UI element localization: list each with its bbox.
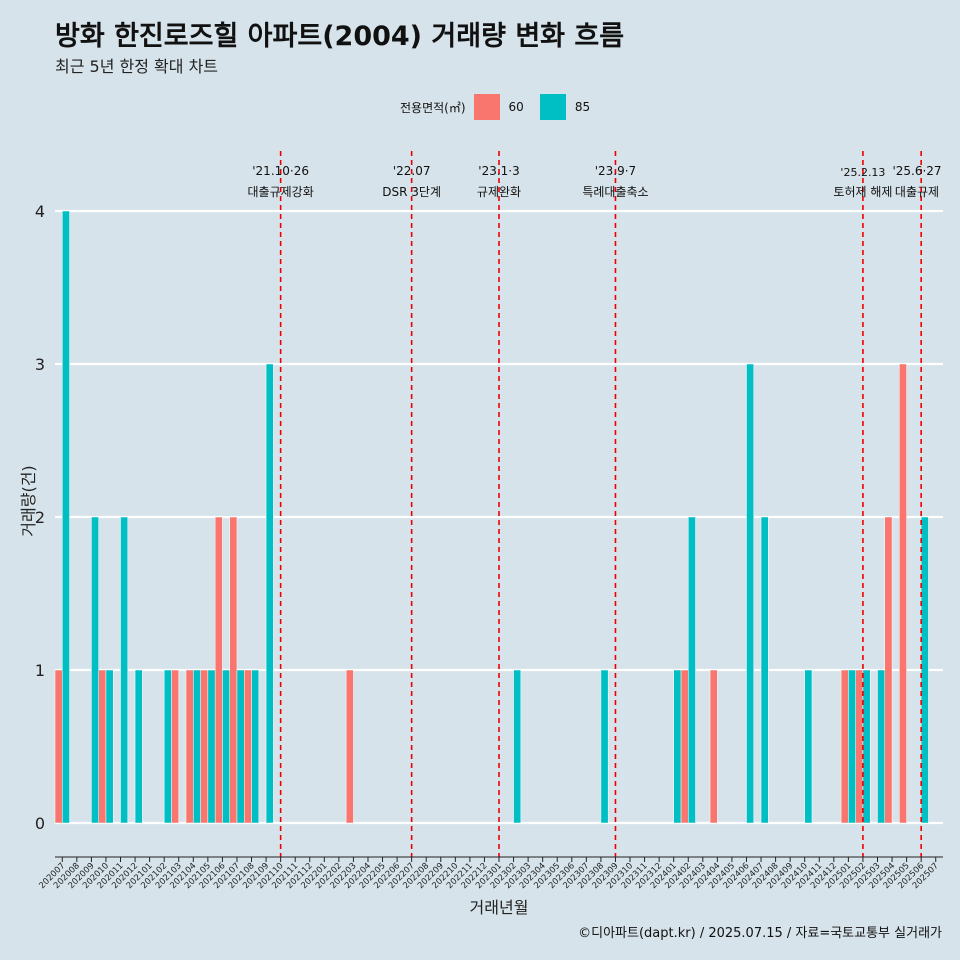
y-tick-label: 2 [35,508,45,527]
bar-85-202105 [207,669,216,824]
bar-60-202505 [899,363,907,824]
chart-subtitle: 최근 5년 한정 확대 차트 [55,57,219,76]
y-tick-label: 0 [35,814,45,833]
bar-85-202102 [163,669,172,824]
event-label: 대출규제강화 [248,185,314,199]
bar-85-202506 [920,516,929,824]
bar-60-202203 [345,669,354,824]
legend: 전용면적(㎡) 60 85 [400,94,606,120]
bar-60-202404 [709,669,718,824]
legend-title: 전용면적(㎡) [400,100,466,115]
event-date-label: '25.6·27 [892,164,941,178]
legend-label-85: 85 [574,100,591,114]
event-label: DSR 3단계 [382,185,441,199]
event-date-label: '22.07 [393,164,431,178]
event-date-label: '23.9·7 [595,164,636,178]
bar-85-202007 [62,210,70,824]
bar-60-202103 [171,669,179,824]
event-label: 규제완화 [477,185,521,199]
bar-85-202011 [120,516,129,824]
event-label: 토허제 해제 [833,185,892,199]
bar-60-202501 [840,669,849,824]
event-date-label: '25.2.13 [840,166,885,179]
bar-85-202501 [848,669,856,824]
y-tick-label: 3 [35,355,45,374]
event-date-label: '21.10·26 [252,164,309,178]
bar-60-202105 [200,669,209,824]
bar-60-202007 [54,669,63,824]
bar-85-202406 [746,363,755,824]
bar-85-202107 [236,669,245,824]
bar-60-202106 [214,516,223,824]
bar-60-202504 [884,516,893,824]
bar-85-202502 [862,669,871,824]
x-axis-title: 거래년월 [470,898,529,917]
bar-85-202302 [513,669,522,824]
event-date-label: '23.1·3 [478,164,519,178]
bar-85-202410 [804,669,813,824]
y-axis-title: 거래량(건) [19,465,38,536]
bar-85-202109 [265,363,274,824]
bar-85-202308 [600,669,609,824]
bar-85-202503 [877,669,886,824]
bar-60-202402 [680,669,689,824]
bar-85-202009 [91,516,99,824]
chart-title: 방화 한진로즈힐 아파트(2004) 거래량 변화 흐름 [55,21,625,52]
legend-label-60: 60 [508,100,524,114]
bar-60-202010 [98,669,107,824]
y-tick-label: 1 [35,661,45,680]
bar-85-202104 [193,669,201,824]
bar-85-202108 [251,669,260,824]
bar-85-202402 [687,516,696,824]
bar-60-202502 [855,669,864,824]
caption: ©디아파트(dapt.kr) / 2025.07.15 / 자료=국토교통부 실… [578,926,942,941]
bar-85-202012 [134,669,143,824]
bar-60-202108 [243,669,252,824]
bar-85-202407 [760,516,769,824]
legend-swatch-85 [539,94,566,120]
event-label: 대출규제 [895,185,939,199]
bar-60-202104 [185,669,194,824]
y-tick-label: 4 [35,202,45,221]
bar-85-202401 [673,669,682,824]
bar-60-202107 [229,516,238,824]
legend-swatch-60 [473,94,500,120]
bar-85-202106 [222,669,230,824]
event-label: 특례대출축소 [582,185,648,199]
bar-85-202010 [105,669,114,824]
